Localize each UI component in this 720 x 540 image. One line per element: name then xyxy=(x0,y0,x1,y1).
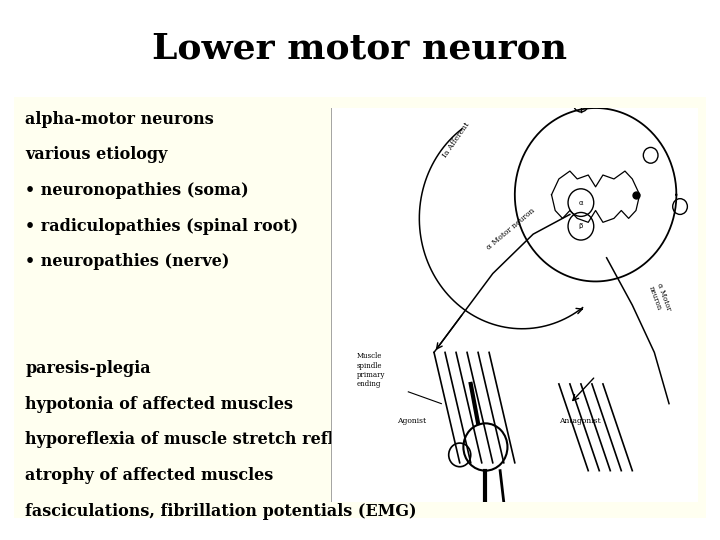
Text: hypotonia of affected muscles: hypotonia of affected muscles xyxy=(25,396,293,413)
Text: Antagonist: Antagonist xyxy=(559,417,600,426)
FancyBboxPatch shape xyxy=(331,0,720,502)
Text: • radiculopathies (spinal root): • radiculopathies (spinal root) xyxy=(25,218,298,234)
Text: Lower motor neuron: Lower motor neuron xyxy=(153,32,567,65)
Text: • neuropathies (nerve): • neuropathies (nerve) xyxy=(25,253,230,270)
Text: Agonist: Agonist xyxy=(397,417,426,426)
Text: alpha-motor neurons: alpha-motor neurons xyxy=(25,111,214,127)
Text: α Motor neuron: α Motor neuron xyxy=(485,207,537,252)
Text: hyporeflexia of muscle stretch reflexes: hyporeflexia of muscle stretch reflexes xyxy=(25,431,372,448)
Text: Muscle
spindle
primary
ending: Muscle spindle primary ending xyxy=(357,353,385,388)
Text: β: β xyxy=(579,223,583,230)
Text: • neuronopathies (soma): • neuronopathies (soma) xyxy=(25,182,249,199)
FancyBboxPatch shape xyxy=(14,97,706,518)
Text: atrophy of affected muscles: atrophy of affected muscles xyxy=(25,467,274,484)
Text: fasciculations, fibrillation potentials (EMG): fasciculations, fibrillation potentials … xyxy=(25,503,417,519)
Text: Ia Afferent: Ia Afferent xyxy=(441,121,472,159)
Text: α: α xyxy=(579,200,583,206)
Text: various etiology: various etiology xyxy=(25,146,168,163)
Text: paresis-plegia: paresis-plegia xyxy=(25,360,150,377)
Text: α Motor
neuron: α Motor neuron xyxy=(647,282,673,315)
